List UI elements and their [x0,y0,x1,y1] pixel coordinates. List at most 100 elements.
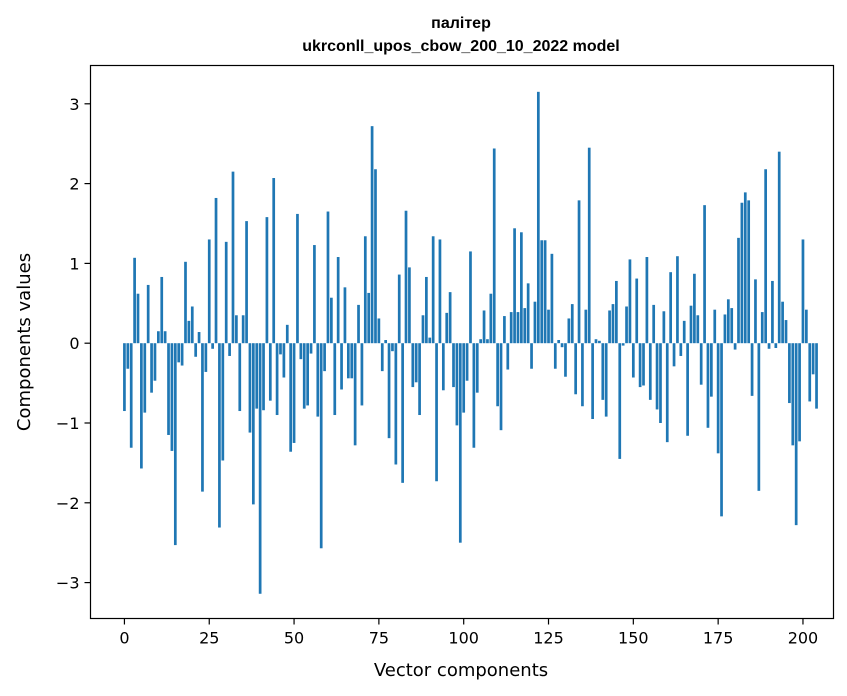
bar [781,301,784,344]
bar [628,259,632,344]
bar [465,343,469,381]
bar [693,273,696,344]
bar [679,343,683,356]
bar [791,343,795,446]
bar [207,239,211,344]
bar [316,343,320,417]
bar [445,312,449,344]
bar [499,343,503,431]
bar [584,309,588,344]
x-tick-label: 0 [119,629,129,648]
bar [340,343,343,390]
chart-title-line-2: ukrconll_upos_cbow_200_10_2022 model [302,38,619,55]
bar [754,279,757,344]
bar [397,274,401,344]
bar [642,343,645,386]
y-tick-label: 1 [69,254,79,273]
bar [374,169,377,344]
bar [726,299,730,344]
bar [262,343,265,411]
bar [645,257,649,344]
bar [411,343,415,388]
bar [723,314,727,344]
bar [689,305,693,344]
bar [133,257,136,344]
bar [489,293,493,344]
bar [153,343,157,381]
bar [224,241,228,344]
bar [560,343,564,348]
bar [662,311,666,344]
bar [682,320,686,344]
bar [163,331,167,344]
bar [794,343,798,526]
bar [129,343,133,448]
bar [190,306,194,344]
bar [431,236,435,344]
bar [676,256,679,344]
bar [635,278,639,344]
bar [228,343,231,356]
bar [733,343,737,350]
bar [201,343,204,492]
bar [435,343,438,482]
bar [520,232,523,344]
bar [380,343,384,372]
bar [516,312,520,344]
bar [764,169,767,344]
bar [296,213,299,344]
bar [492,148,496,344]
bar [536,91,540,344]
bar [404,210,408,344]
bar [730,308,734,344]
bar [553,343,557,369]
bar [523,308,527,344]
bar [621,343,625,346]
bar [170,343,174,451]
bar [506,343,510,370]
bar [611,304,615,344]
bar [150,343,153,393]
bar [248,343,252,433]
bar [313,245,316,344]
bar [184,261,187,344]
bar [414,343,418,383]
bar [601,343,605,400]
bar-series [123,91,818,594]
bar [686,343,689,436]
x-tick-label: 150 [618,629,649,648]
bar [425,276,428,344]
bar [587,147,591,344]
y-tick-label: −3 [56,574,80,593]
bar [581,343,584,407]
bar [798,343,801,442]
bar [289,343,293,452]
bar [615,280,618,344]
bar [418,343,421,416]
bar [577,200,581,344]
y-tick-label: 0 [69,334,79,353]
bar [472,343,476,448]
bar [815,343,818,409]
bar [218,343,221,528]
bar [760,312,764,344]
bar [557,340,561,344]
bar [750,343,754,396]
bar [143,343,147,413]
y-axis-ticks: −3 −2 −1 0 1 2 3 [56,95,91,593]
bar [757,343,761,491]
bar [394,343,398,465]
bar [211,343,214,349]
bar [343,287,347,344]
bar [157,331,160,344]
bar [197,332,201,344]
bar [408,267,411,344]
bar [672,343,676,367]
bar [194,343,198,357]
bar [655,343,659,410]
bar [699,343,703,385]
x-tick-label: 25 [199,629,219,648]
bar [245,221,248,344]
y-axis-label: Components values [14,253,35,431]
bar [299,343,303,360]
